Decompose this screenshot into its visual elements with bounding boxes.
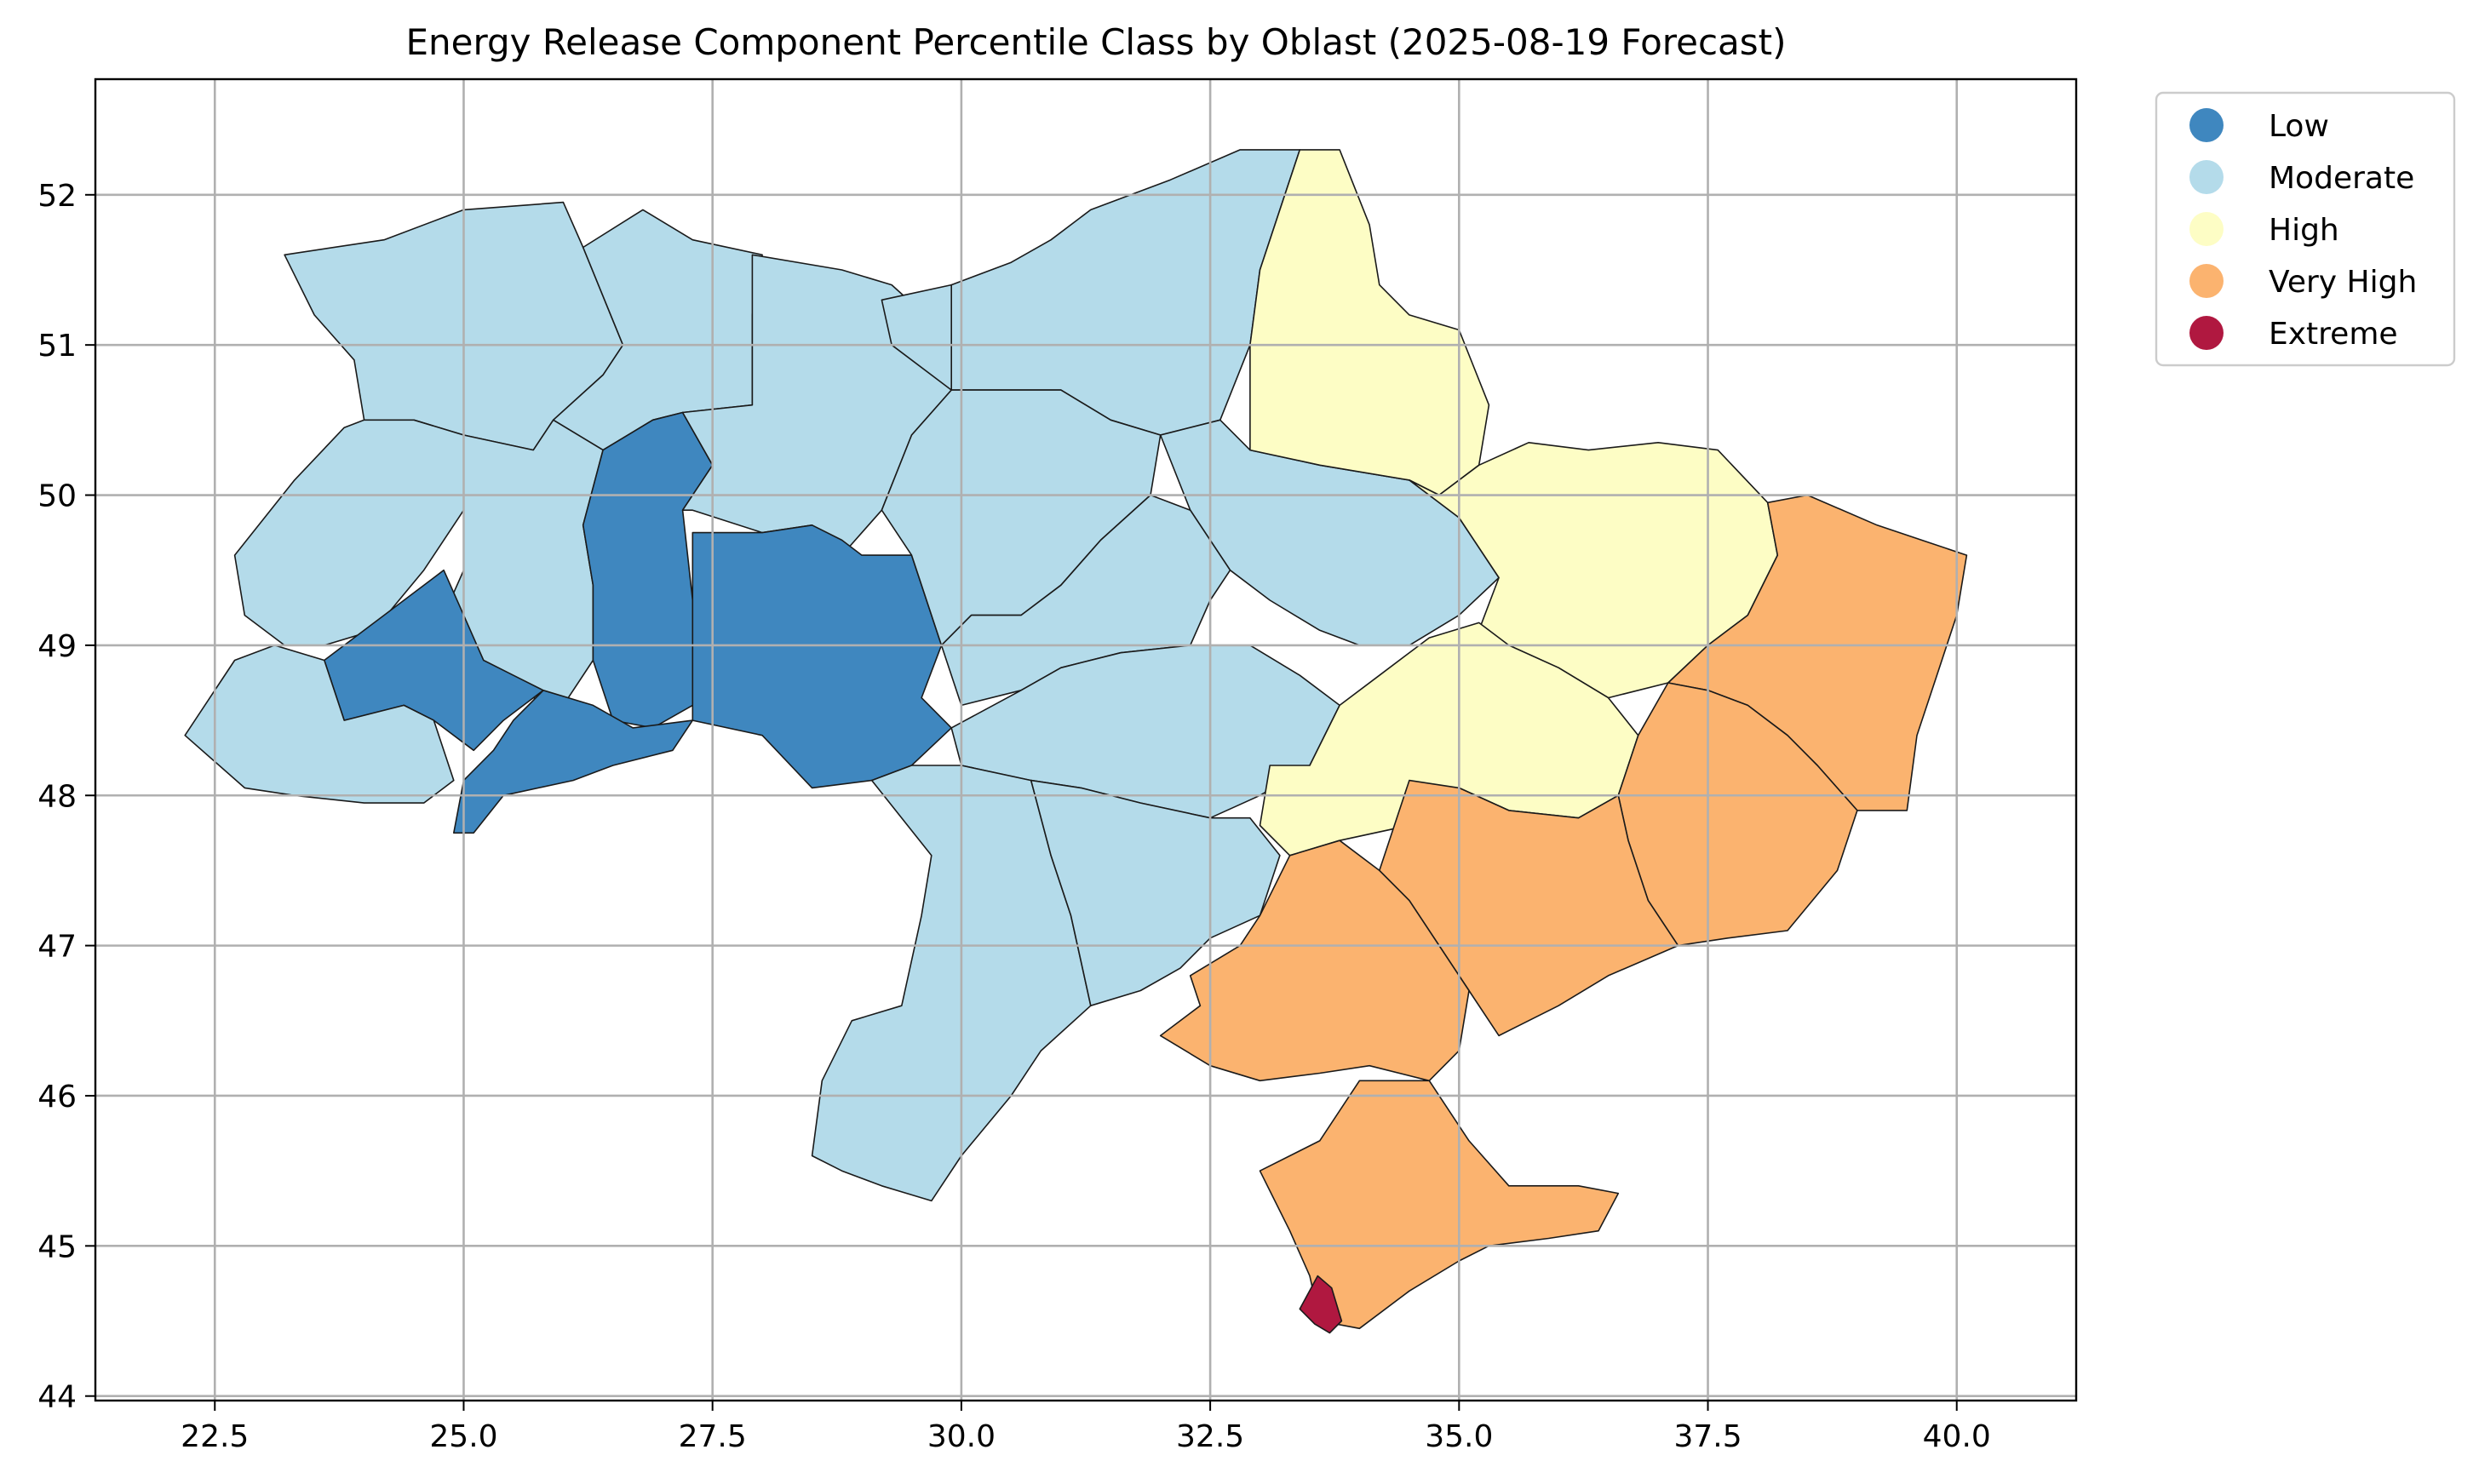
regions-layer bbox=[184, 149, 1968, 1334]
y-tick-label: 50 bbox=[37, 479, 77, 514]
legend-label: Low bbox=[2269, 109, 2329, 144]
legend-swatch bbox=[2189, 108, 2224, 142]
legend-swatch bbox=[2189, 160, 2224, 194]
y-tick-label: 46 bbox=[37, 1080, 77, 1114]
x-tick-label: 32.5 bbox=[1176, 1419, 1244, 1454]
oblast-region-high bbox=[1249, 149, 1490, 496]
legend: Low Moderate High Very High Extreme bbox=[2155, 91, 2456, 367]
legend-label: High bbox=[2269, 213, 2339, 248]
legend-swatch bbox=[2189, 316, 2224, 350]
y-tick-label: 47 bbox=[37, 930, 77, 965]
grid-layer bbox=[95, 79, 2076, 1401]
x-tick-label: 25.0 bbox=[429, 1419, 497, 1454]
y-tick-label: 49 bbox=[37, 629, 77, 664]
y-tick-label: 45 bbox=[37, 1229, 77, 1264]
x-tick-label: 40.0 bbox=[1923, 1419, 1991, 1454]
oblast-region-low bbox=[691, 524, 952, 789]
legend-label: Extreme bbox=[2269, 317, 2398, 352]
oblast-region-low bbox=[452, 689, 694, 834]
x-tick-label: 37.5 bbox=[1673, 1419, 1742, 1454]
legend-frame bbox=[2155, 91, 2456, 367]
legend-swatch bbox=[2189, 212, 2224, 246]
x-tick-label: 22.5 bbox=[181, 1419, 249, 1454]
y-tick-label: 51 bbox=[37, 329, 77, 364]
legend-label: Very High bbox=[2269, 265, 2417, 300]
x-tick-label: 27.5 bbox=[679, 1419, 747, 1454]
legend-swatch bbox=[2189, 264, 2224, 298]
oblast-region-very-high bbox=[1159, 839, 1470, 1082]
y-tick-label: 48 bbox=[37, 779, 77, 814]
y-axis: 44 45 46 47 48 49 50 51 52 bbox=[37, 179, 95, 1415]
x-tick-label: 30.0 bbox=[927, 1419, 996, 1454]
oblast-region-moderate bbox=[443, 419, 604, 707]
x-axis: 22.5 25.0 27.5 30.0 32.5 35.0 37.5 40.0 bbox=[181, 1401, 1991, 1454]
oblast-region-extreme bbox=[1299, 1275, 1343, 1334]
legend-items: Low Moderate High Very High Extreme bbox=[2189, 108, 2417, 352]
plot-frame bbox=[94, 77, 2078, 1402]
x-tick-label: 35.0 bbox=[1425, 1419, 1493, 1454]
legend-label: Moderate bbox=[2269, 161, 2414, 196]
y-tick-label: 44 bbox=[37, 1380, 77, 1415]
chart-title: Energy Release Component Percentile Clas… bbox=[405, 21, 1786, 63]
y-tick-label: 52 bbox=[37, 179, 77, 214]
